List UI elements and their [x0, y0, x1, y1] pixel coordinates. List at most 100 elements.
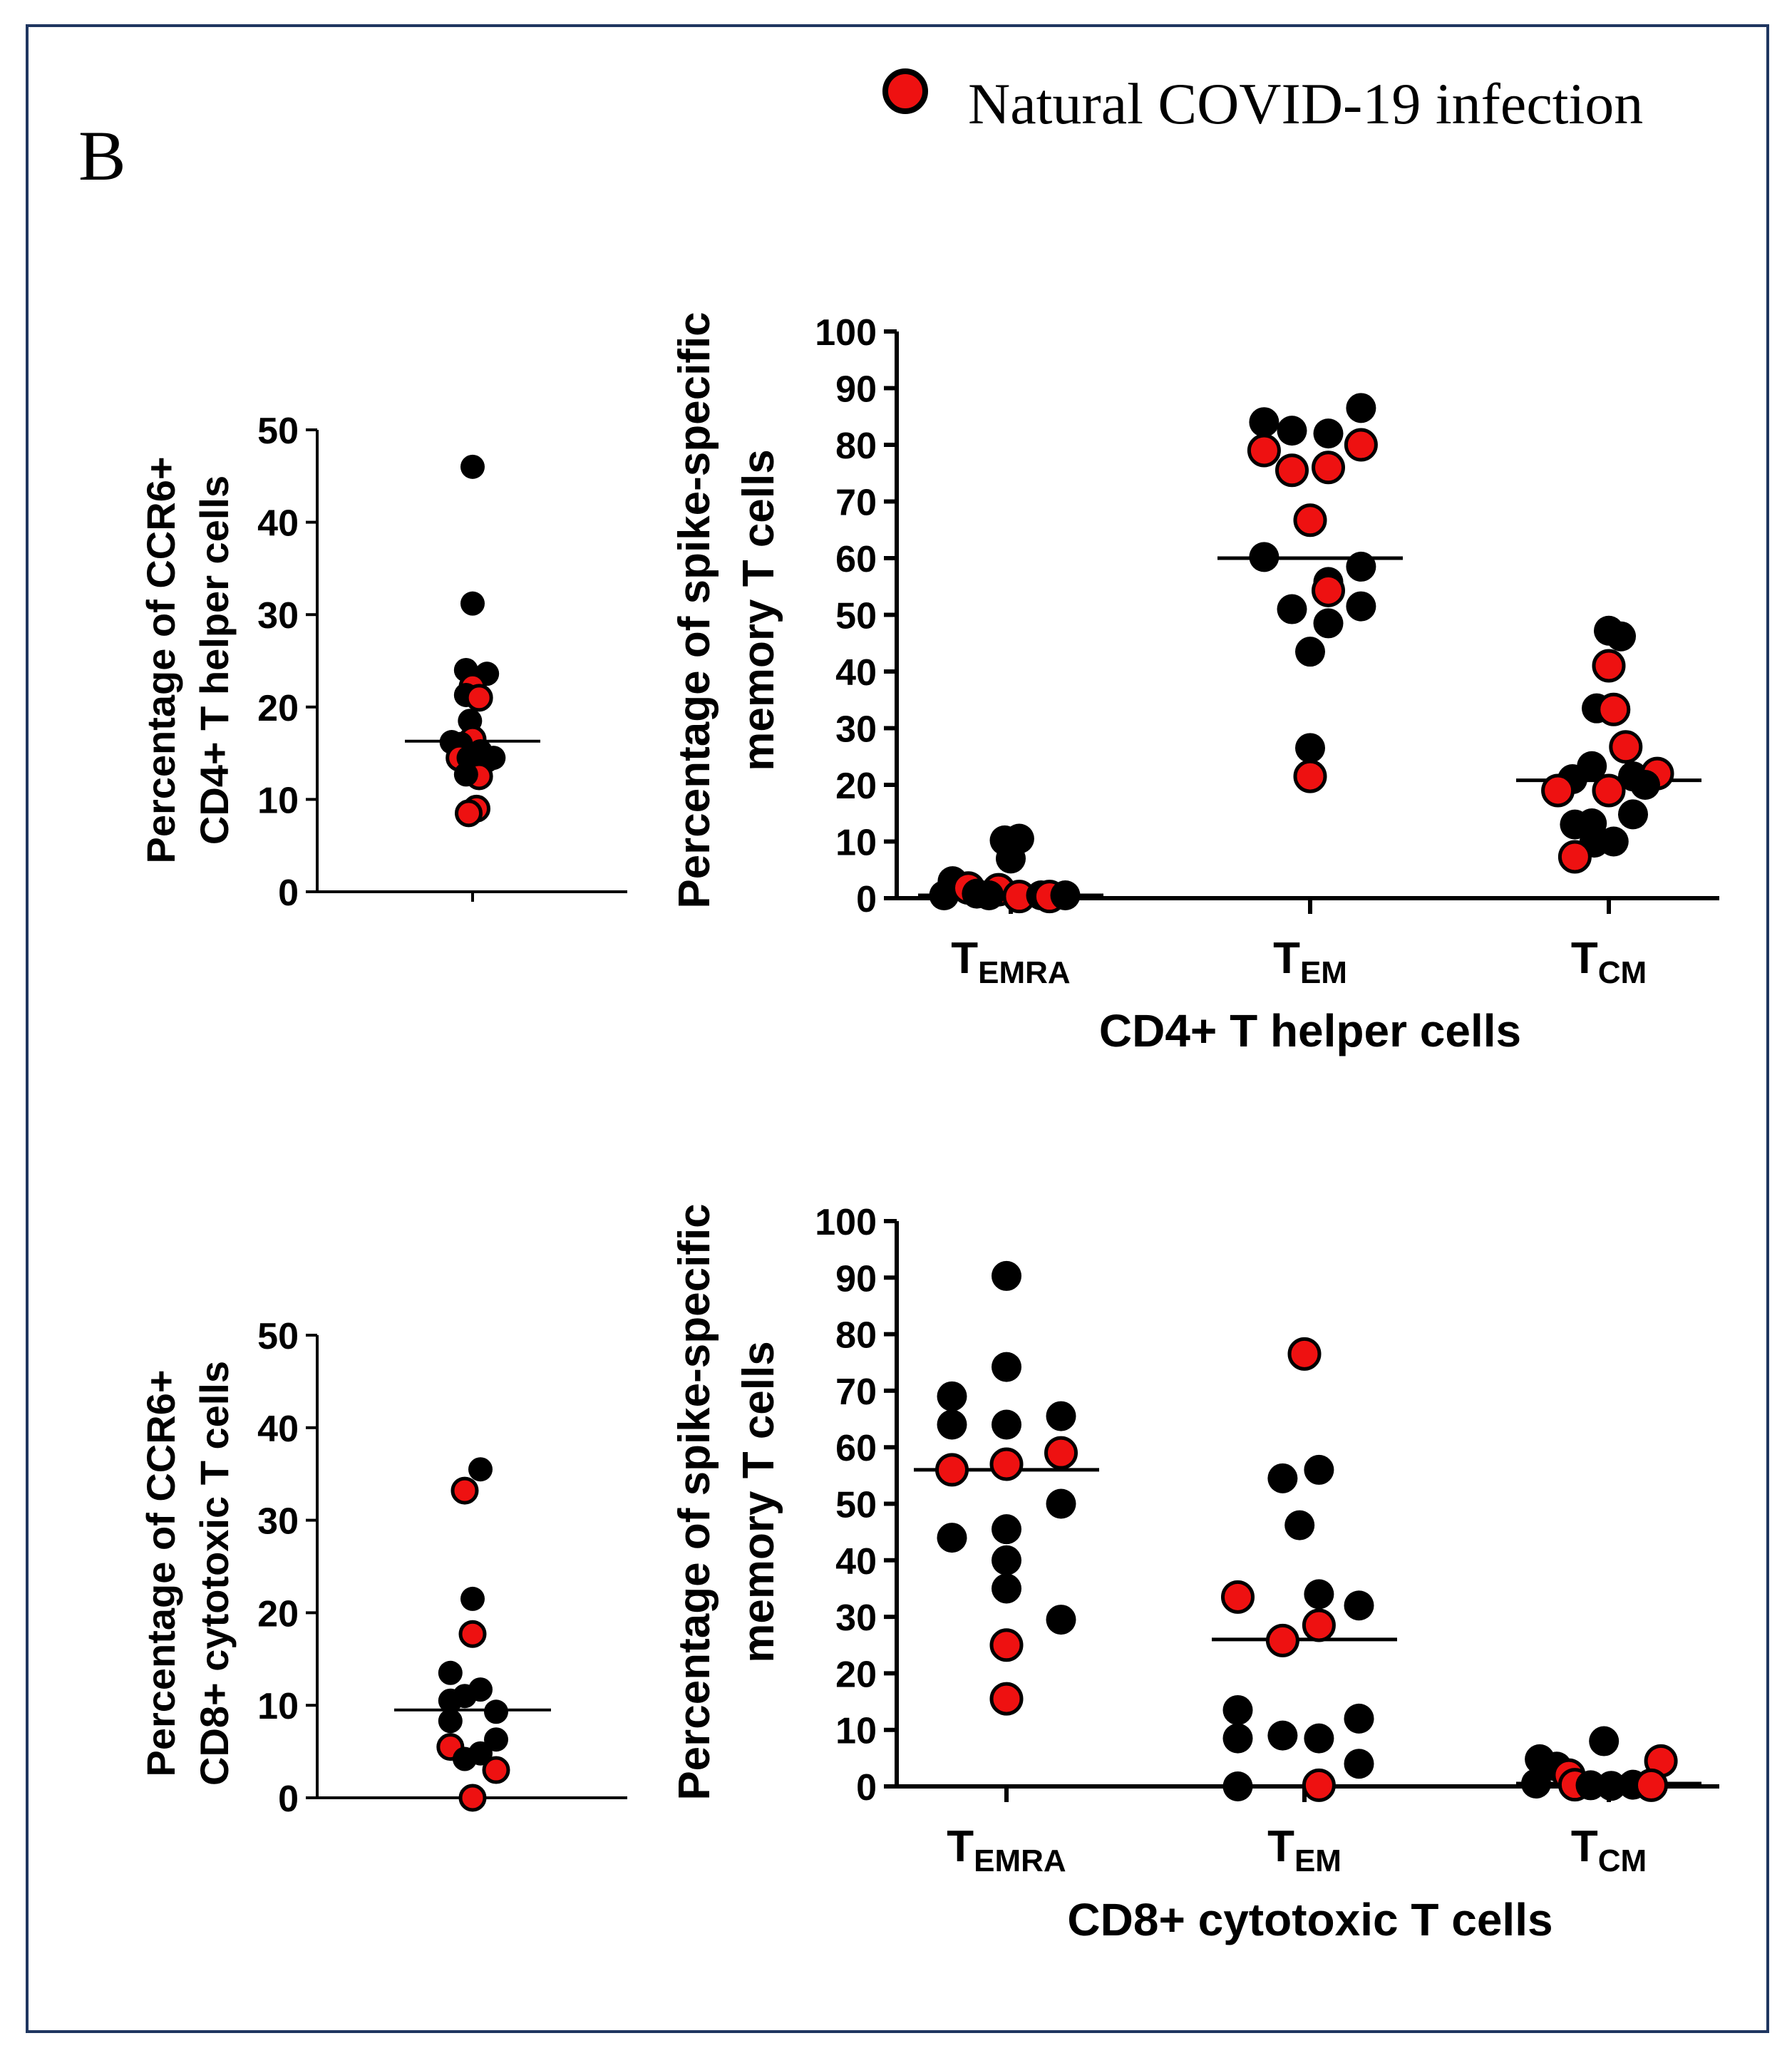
- y-tick-label: 20: [257, 688, 299, 729]
- data-point-natural-infection: [1275, 453, 1309, 488]
- ylabel-line-2: memory T cells: [734, 449, 783, 771]
- data-point: [1050, 880, 1081, 911]
- y-tick-label: 90: [835, 369, 877, 411]
- x-category-main: T: [951, 934, 978, 983]
- x-category-main: T: [1267, 1822, 1294, 1871]
- y-tick-label: 100: [815, 1202, 877, 1243]
- y-tick-label: 10: [257, 1686, 299, 1727]
- data-point-natural-infection: [935, 1453, 969, 1487]
- data-point-natural-infection: [1265, 1623, 1299, 1657]
- data-point: [1346, 393, 1376, 423]
- x-category-label: TEMRA: [947, 1822, 1066, 1878]
- y-tick-label: 50: [257, 1316, 299, 1357]
- ylabel-line-1: Percentage of CCR6+: [138, 456, 183, 863]
- data-point: [1304, 1454, 1334, 1485]
- data-point: [438, 1660, 463, 1685]
- y-axis: 0 10 20 30 40 50 60 70 80 90 100: [815, 312, 899, 920]
- data-point-natural-infection: [1541, 773, 1575, 808]
- data-point: [1304, 1723, 1334, 1754]
- data-point: [1344, 1590, 1374, 1621]
- data-point-natural-infection: [455, 799, 483, 828]
- x-category-main: T: [1571, 934, 1598, 983]
- ylabel: Percentage of CCR6+ CD4+ T helper cells: [138, 456, 237, 863]
- data-point: [937, 1381, 967, 1411]
- y-tick-label: 0: [856, 879, 877, 920]
- data-point-natural-infection: [989, 1682, 1024, 1716]
- data-point: [460, 454, 485, 479]
- data-point: [1295, 733, 1325, 763]
- y-tick-label: 100: [815, 312, 877, 354]
- y-axis: 0 10 20 30 40 50: [257, 1316, 319, 1820]
- x-category-sub: EMRA: [978, 955, 1071, 990]
- data-point: [1630, 770, 1660, 800]
- y-tick-label: 0: [856, 1767, 877, 1809]
- x-category-label: TEMRA: [951, 934, 1070, 990]
- data-point: [1249, 542, 1279, 572]
- y-axis: 0 10 20 30 40 50: [257, 411, 319, 914]
- y-tick-label: 70: [835, 1372, 877, 1413]
- legend: Natural COVID-19 infection: [882, 68, 1643, 136]
- data-point: [1344, 1749, 1374, 1779]
- data-point-natural-infection: [458, 1784, 487, 1812]
- data-point: [484, 1699, 508, 1724]
- data-point-natural-infection: [1302, 1608, 1336, 1642]
- data-point: [1304, 1579, 1334, 1610]
- x-category-label: TCM: [1571, 934, 1647, 990]
- y-tick-label: 30: [257, 595, 299, 637]
- y-tick-label: 70: [835, 483, 877, 524]
- data-point: [438, 1688, 463, 1713]
- data-point: [1313, 418, 1344, 449]
- y-tick-label: 40: [835, 1541, 877, 1583]
- y-tick-label: 10: [835, 823, 877, 864]
- data-point: [453, 762, 478, 787]
- data-point: [1313, 608, 1344, 639]
- ylabel-line-2: CD8+ cytotoxic T cells: [192, 1361, 237, 1786]
- data-point-natural-infection: [1634, 1768, 1668, 1802]
- data-point-natural-infection: [458, 1620, 487, 1648]
- ylabel-line-1: Percentage of CCR6+: [138, 1369, 183, 1776]
- data-point: [484, 1727, 508, 1752]
- y-tick-label: 90: [835, 1258, 877, 1300]
- data-point-natural-infection: [1557, 840, 1592, 874]
- y-tick-label: 50: [835, 1485, 877, 1526]
- data-point: [1249, 407, 1279, 438]
- points: [394, 1457, 551, 1812]
- data-point: [992, 1573, 1021, 1604]
- y-axis: 0 10 20 30 40 50 60 70 80 90 100: [815, 1202, 899, 1809]
- x-category-sub: CM: [1598, 1843, 1647, 1878]
- y-tick-label: 30: [257, 1501, 299, 1543]
- data-point: [929, 880, 959, 911]
- data-point-natural-infection: [465, 684, 493, 712]
- points: [914, 1260, 1701, 1802]
- data-point: [992, 1514, 1021, 1545]
- data-point: [460, 591, 485, 616]
- y-tick-label: 50: [835, 596, 877, 637]
- data-point: [992, 1409, 1021, 1440]
- data-point: [992, 1545, 1021, 1575]
- data-point: [974, 880, 1004, 911]
- data-point-natural-infection: [1287, 1337, 1322, 1371]
- data-point: [937, 1409, 967, 1440]
- x-axis-title: CD4+ T helper cells: [1099, 1005, 1521, 1056]
- y-tick-label: 30: [835, 1597, 877, 1639]
- y-tick-label: 40: [257, 503, 299, 545]
- data-point: [460, 1586, 485, 1611]
- data-point-natural-infection: [1247, 433, 1281, 468]
- data-point-natural-infection: [482, 1756, 510, 1784]
- points: [405, 454, 540, 828]
- data-point: [1598, 826, 1629, 857]
- y-tick-label: 80: [835, 426, 877, 467]
- data-point: [1618, 799, 1648, 830]
- data-point: [1267, 1463, 1298, 1493]
- y-tick-label: 50: [257, 411, 299, 452]
- x-category-label: TCM: [1571, 1822, 1647, 1878]
- data-point: [1596, 1771, 1627, 1801]
- y-tick-label: 30: [835, 709, 877, 751]
- data-point: [1222, 1694, 1253, 1725]
- y-tick-label: 60: [835, 1428, 877, 1469]
- data-point: [1222, 1723, 1253, 1754]
- data-point: [1606, 621, 1636, 652]
- x-category-main: T: [1273, 934, 1300, 983]
- chart-cd8-ccr6: Percentage of CCR6+ CD8+ cytotoxic T cel…: [138, 1316, 627, 1820]
- y-tick-label: 20: [835, 766, 877, 807]
